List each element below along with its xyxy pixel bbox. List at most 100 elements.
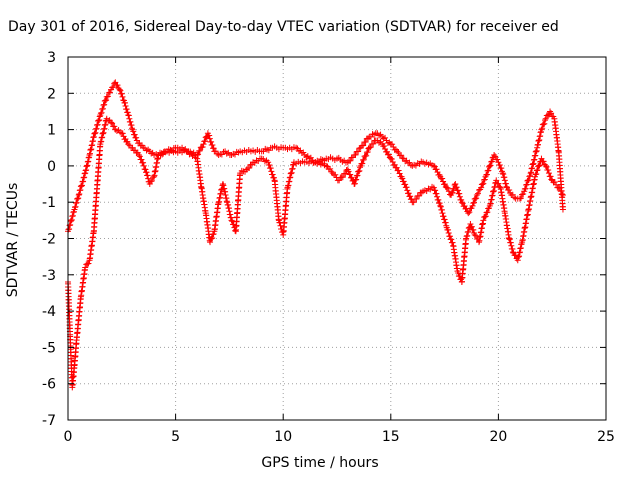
data-point bbox=[202, 137, 209, 144]
x-tick-label: 20 bbox=[489, 429, 507, 445]
data-point bbox=[200, 141, 207, 148]
data-point bbox=[96, 117, 103, 124]
data-point bbox=[85, 260, 92, 267]
data-point bbox=[123, 106, 130, 113]
data-point bbox=[484, 209, 491, 216]
data-point bbox=[354, 172, 361, 179]
data-point bbox=[506, 186, 513, 193]
data-point bbox=[270, 174, 277, 181]
data-point bbox=[103, 97, 110, 104]
data-point bbox=[495, 159, 502, 166]
data-point bbox=[485, 167, 492, 174]
data-point bbox=[351, 180, 358, 187]
x-tick-label: 25 bbox=[597, 429, 615, 445]
data-point bbox=[68, 216, 75, 223]
data-point bbox=[520, 191, 527, 198]
data-point bbox=[206, 132, 213, 139]
chart-title: Day 301 of 2016, Sidereal Day-to-day VTE… bbox=[8, 19, 559, 35]
data-point bbox=[93, 125, 100, 132]
data-point bbox=[433, 190, 440, 197]
data-point bbox=[199, 144, 206, 151]
data-point bbox=[228, 217, 235, 224]
data-point bbox=[473, 191, 480, 198]
data-point bbox=[382, 134, 389, 141]
data-point bbox=[129, 125, 136, 132]
data-point bbox=[143, 169, 150, 176]
data-point bbox=[73, 199, 80, 206]
data-point bbox=[127, 118, 134, 125]
data-point bbox=[72, 203, 79, 210]
data-point bbox=[399, 175, 406, 182]
data-point bbox=[407, 193, 414, 200]
data-point bbox=[125, 112, 132, 119]
data-point bbox=[465, 228, 472, 235]
data-point bbox=[525, 176, 532, 183]
data-point bbox=[492, 153, 499, 160]
x-tick-label: 0 bbox=[64, 429, 73, 445]
data-point bbox=[403, 184, 410, 191]
data-point bbox=[80, 178, 87, 185]
data-point bbox=[356, 145, 363, 152]
y-tick-label: 3 bbox=[47, 50, 56, 66]
data-point bbox=[542, 115, 549, 122]
y-tick-label: 1 bbox=[47, 123, 56, 139]
data-point bbox=[448, 236, 455, 243]
data-point bbox=[140, 159, 147, 166]
data-point bbox=[124, 109, 131, 116]
data-point bbox=[480, 180, 487, 187]
data-point bbox=[119, 130, 126, 137]
data-point bbox=[471, 231, 478, 238]
data-point bbox=[437, 203, 444, 210]
data-point bbox=[435, 196, 442, 203]
data-point bbox=[108, 119, 115, 126]
data-point bbox=[500, 171, 507, 178]
data-point bbox=[445, 230, 452, 237]
data-point bbox=[499, 170, 506, 177]
data-point bbox=[90, 133, 97, 140]
data-point bbox=[117, 87, 124, 94]
data-point bbox=[388, 155, 395, 162]
data-point bbox=[418, 189, 425, 196]
data-point bbox=[96, 113, 103, 120]
data-point bbox=[506, 236, 513, 243]
data-point bbox=[400, 178, 407, 185]
data-point bbox=[109, 120, 116, 127]
data-point bbox=[440, 213, 447, 220]
data-point bbox=[509, 249, 516, 256]
data-point bbox=[452, 181, 459, 188]
data-point bbox=[468, 223, 475, 230]
y-tick-label: -3 bbox=[42, 268, 56, 284]
data-point bbox=[92, 129, 99, 136]
data-point bbox=[140, 162, 147, 169]
data-point bbox=[131, 131, 138, 138]
data-point bbox=[509, 245, 516, 252]
data-point bbox=[136, 152, 143, 159]
data-point bbox=[356, 167, 363, 174]
data-point bbox=[145, 175, 152, 182]
data-point bbox=[76, 191, 83, 198]
data-point bbox=[556, 185, 563, 192]
data-point bbox=[441, 216, 448, 223]
data-point bbox=[410, 199, 417, 206]
data-point bbox=[402, 181, 409, 188]
data-point bbox=[474, 190, 481, 197]
data-point bbox=[300, 149, 307, 156]
data-point bbox=[269, 171, 276, 178]
data-point bbox=[78, 182, 85, 189]
axis-ticks: 0 5 10 15 20 25 -7 -6 -5 -4 -3 -2 -1 0 1 2 3 bbox=[42, 50, 615, 445]
data-point bbox=[470, 226, 477, 233]
data-point bbox=[503, 183, 510, 190]
data-point bbox=[481, 176, 488, 183]
data-point bbox=[360, 142, 367, 149]
data-point bbox=[69, 212, 76, 219]
data-point bbox=[445, 226, 452, 233]
data-point bbox=[433, 166, 440, 173]
data-point bbox=[542, 162, 549, 169]
data-point bbox=[442, 219, 449, 226]
data-point bbox=[364, 148, 371, 155]
data-point bbox=[106, 89, 113, 96]
data-point bbox=[506, 235, 513, 242]
data-point bbox=[336, 177, 343, 184]
data-point bbox=[534, 166, 541, 173]
